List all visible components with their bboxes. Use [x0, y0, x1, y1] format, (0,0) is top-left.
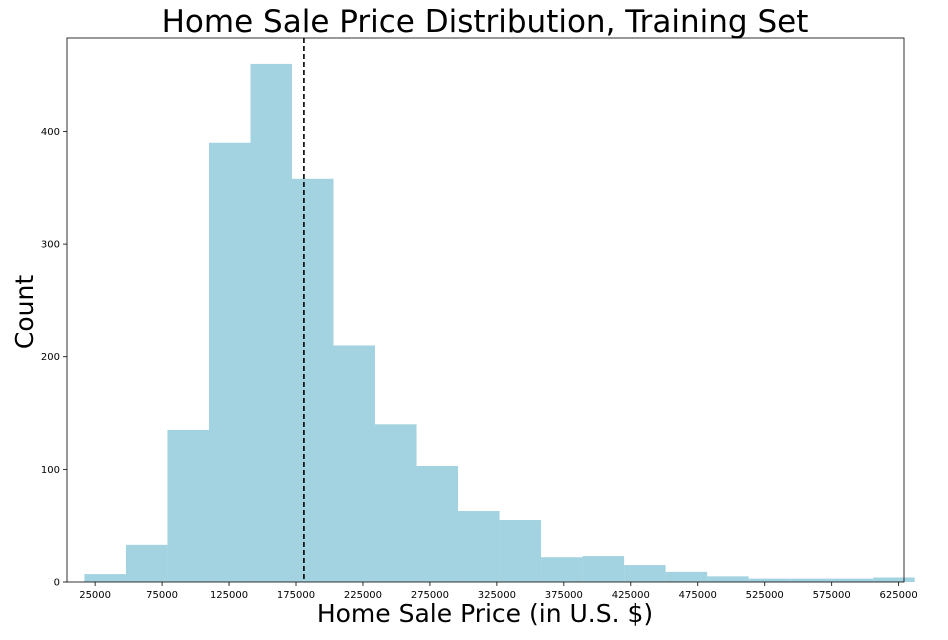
- histogram-bar: [208, 142, 251, 582]
- x-tick-label: 125000: [210, 590, 248, 601]
- y-tick-label: 400: [41, 127, 60, 138]
- y-axis: 0 100 200 300 400: [41, 127, 67, 589]
- histogram-bar: [707, 576, 749, 582]
- histogram-bar: [748, 578, 791, 582]
- histogram-bar: [582, 556, 625, 582]
- x-tick-label: 275000: [411, 590, 449, 601]
- x-tick-label: 425000: [612, 590, 650, 601]
- x-tick-label: 25000: [79, 590, 111, 601]
- x-axis: 25000 75000 125000 175000 225000 275000 325000…: [79, 582, 918, 601]
- histogram-bar: [458, 511, 500, 582]
- histogram-bar: [125, 544, 168, 582]
- histogram-bar: [624, 565, 666, 582]
- histogram-bar: [84, 574, 126, 582]
- plot-area: [66, 37, 915, 583]
- x-tick-label: 525000: [746, 590, 784, 601]
- x-tick-label: 175000: [277, 590, 315, 601]
- histogram-bar: [790, 578, 832, 582]
- histogram-bar: [250, 63, 292, 582]
- y-tick-label: 0: [54, 578, 60, 589]
- x-tick-label: 375000: [545, 590, 583, 601]
- histogram-bar: [291, 178, 334, 582]
- y-tick-label: 200: [41, 352, 60, 363]
- histogram-bar: [665, 571, 708, 582]
- chart-title: Home Sale Price Distribution, Training S…: [162, 4, 809, 40]
- histogram-bar: [167, 429, 209, 582]
- x-tick-label: 625000: [880, 590, 918, 601]
- plot-frame: [66, 37, 905, 583]
- x-tick-label: 225000: [344, 590, 382, 601]
- histogram-bar: [499, 520, 542, 582]
- histogram-bar: [541, 557, 583, 582]
- y-tick-label: 300: [41, 240, 60, 251]
- x-tick-label: 575000: [813, 590, 851, 601]
- y-axis-label: Count: [10, 275, 39, 349]
- histogram-bar: [873, 577, 915, 582]
- y-tick-label: 100: [41, 465, 60, 476]
- histogram-bar: [333, 345, 376, 582]
- x-tick-label: 325000: [478, 590, 516, 601]
- x-tick-label: 475000: [679, 590, 717, 601]
- histogram-bar: [831, 578, 874, 582]
- histogram-bar: [416, 465, 459, 582]
- x-tick-label: 75000: [146, 590, 178, 601]
- x-axis-label: Home Sale Price (in U.S. $): [317, 599, 653, 628]
- histogram-bar: [375, 424, 417, 582]
